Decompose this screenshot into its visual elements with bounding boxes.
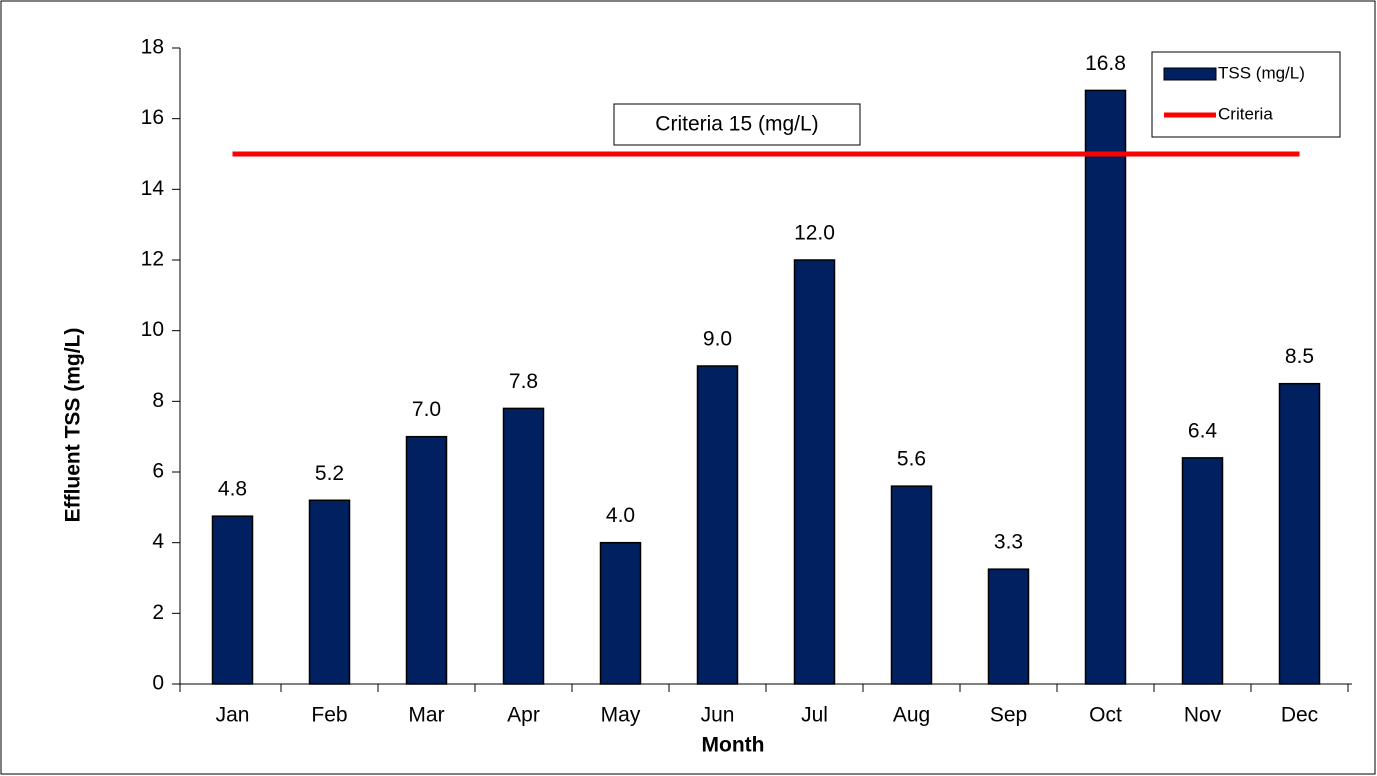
y-axis-label: Effluent TSS (mg/L): [62, 328, 85, 523]
x-tick-label: Aug: [893, 704, 930, 727]
data-label: 16.8: [1085, 52, 1126, 75]
bar: [211, 515, 254, 685]
x-tick-label: Nov: [1184, 704, 1222, 727]
bar: [1278, 382, 1321, 685]
data-label: 8.5: [1285, 345, 1314, 368]
data-label: 6.4: [1188, 419, 1218, 442]
y-tick-label: 2: [152, 601, 164, 624]
x-tick-label: Dec: [1281, 704, 1318, 727]
x-tick-label: Jul: [801, 704, 828, 727]
bar: [890, 485, 933, 685]
bar: [1181, 457, 1224, 685]
bar: [696, 365, 739, 685]
legend-box: [1151, 51, 1341, 138]
y-tick-label: 18: [141, 36, 164, 59]
bar: [793, 259, 836, 685]
x-axis-label: Month: [702, 734, 765, 757]
y-tick-label: 6: [152, 460, 164, 483]
bar: [1084, 89, 1127, 685]
data-label: 9.0: [703, 328, 732, 351]
data-label: 5.2: [315, 462, 344, 485]
bar: [308, 499, 351, 685]
data-label: 3.3: [994, 531, 1023, 554]
y-tick-label: 8: [152, 389, 164, 412]
legend-swatch: [1163, 67, 1217, 81]
y-tick-label: 14: [141, 177, 165, 200]
x-tick-label: Apr: [507, 704, 540, 727]
bar: [599, 541, 642, 685]
legend-label: TSS (mg/L): [1218, 63, 1305, 82]
x-tick-label: Sep: [990, 704, 1027, 727]
y-tick-label: 16: [141, 106, 164, 129]
bar: [502, 407, 545, 685]
data-label: 7.0: [412, 398, 441, 421]
annotation-box: [613, 103, 861, 146]
y-tick-label: 10: [141, 318, 164, 341]
data-label: 4.8: [218, 478, 247, 501]
x-tick-label: May: [601, 704, 641, 727]
legend-label: Criteria: [1218, 104, 1273, 123]
x-tick-label: Jan: [216, 704, 250, 727]
y-tick-label: 12: [141, 248, 164, 271]
data-label: 12.0: [794, 222, 835, 245]
bar: [405, 435, 448, 685]
y-tick-label: 0: [152, 672, 164, 695]
annotation: Criteria 15 (mg/L): [655, 113, 818, 136]
x-tick-label: Jun: [701, 704, 735, 727]
data-label: 4.0: [606, 504, 635, 527]
data-label: 7.8: [509, 370, 538, 393]
y-tick-label: 4: [152, 530, 164, 553]
data-label: 5.6: [897, 448, 926, 471]
bar: [987, 568, 1030, 685]
x-tick-label: Oct: [1089, 704, 1122, 727]
x-tick-label: Feb: [311, 704, 347, 727]
x-tick-label: Mar: [408, 704, 444, 727]
